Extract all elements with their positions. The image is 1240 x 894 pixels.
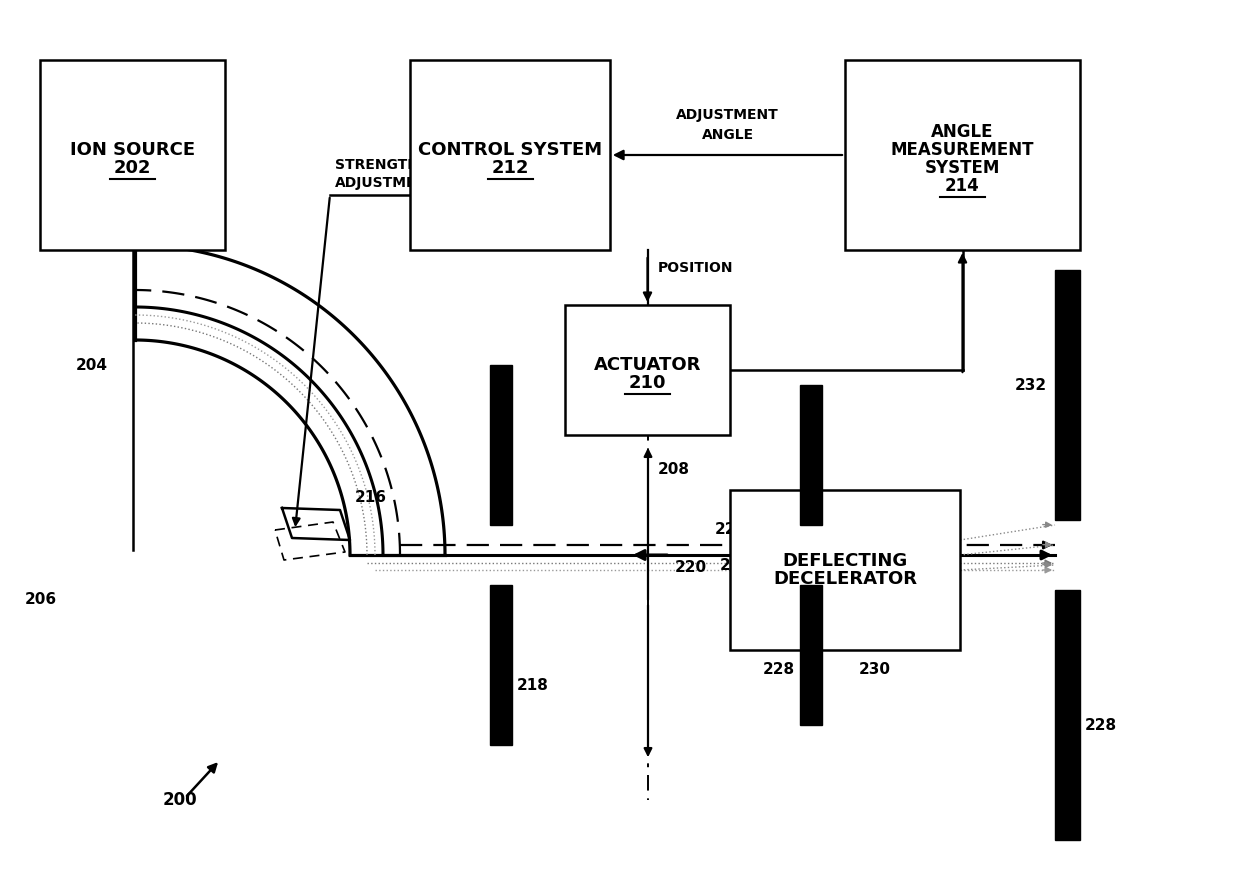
Text: 222: 222 bbox=[715, 522, 748, 537]
Text: 226: 226 bbox=[895, 554, 928, 569]
Bar bbox=[40, 60, 224, 250]
Text: 202: 202 bbox=[114, 158, 151, 177]
Bar bbox=[844, 60, 1080, 250]
Bar bbox=[800, 585, 822, 725]
Bar bbox=[490, 585, 512, 745]
Text: CONTROL SYSTEM: CONTROL SYSTEM bbox=[418, 140, 603, 158]
Bar bbox=[1055, 270, 1080, 520]
Text: 208: 208 bbox=[658, 462, 689, 477]
Text: 216: 216 bbox=[355, 491, 387, 505]
Text: SYSTEM: SYSTEM bbox=[925, 158, 1001, 177]
Text: 212: 212 bbox=[491, 158, 528, 177]
Text: ANGLE: ANGLE bbox=[702, 128, 754, 142]
Bar bbox=[410, 60, 610, 250]
Text: 204: 204 bbox=[76, 358, 108, 373]
Text: 220: 220 bbox=[675, 560, 707, 575]
Text: DEFLECTING: DEFLECTING bbox=[782, 552, 908, 570]
Bar bbox=[1055, 590, 1080, 840]
Text: ANGLE: ANGLE bbox=[931, 122, 993, 140]
Text: MEASUREMENT: MEASUREMENT bbox=[890, 140, 1034, 158]
Text: 210: 210 bbox=[629, 374, 666, 392]
Bar bbox=[730, 490, 960, 650]
Text: 218: 218 bbox=[517, 678, 549, 693]
Text: ADJUSTMENT: ADJUSTMENT bbox=[676, 108, 779, 122]
Text: 228: 228 bbox=[763, 662, 795, 678]
Bar bbox=[800, 385, 822, 525]
Bar bbox=[565, 305, 730, 435]
Bar bbox=[490, 365, 512, 525]
Text: STRENGTH: STRENGTH bbox=[335, 158, 419, 172]
Text: 214: 214 bbox=[945, 177, 980, 195]
Text: 230: 230 bbox=[859, 662, 892, 678]
Text: ACTUATOR: ACTUATOR bbox=[594, 356, 701, 374]
Text: POSITION: POSITION bbox=[657, 260, 733, 274]
Text: ION SOURCE: ION SOURCE bbox=[69, 140, 195, 158]
Text: DECELERATOR: DECELERATOR bbox=[773, 570, 918, 588]
Text: 224: 224 bbox=[720, 558, 753, 572]
Text: 232: 232 bbox=[1014, 377, 1047, 392]
Text: 206: 206 bbox=[25, 593, 57, 608]
Text: 228: 228 bbox=[1085, 718, 1117, 732]
Text: 200: 200 bbox=[162, 791, 197, 809]
Text: ADJUSTMENT: ADJUSTMENT bbox=[335, 176, 438, 190]
